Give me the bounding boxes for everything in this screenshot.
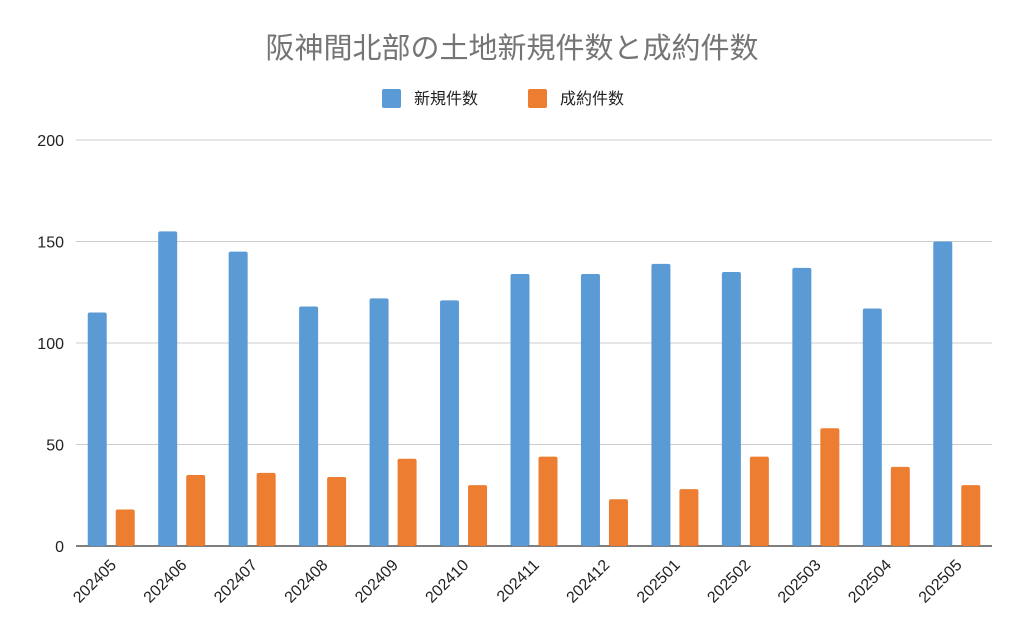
bar-new-202407[interactable] [228,251,248,546]
y-tick-label: 50 [46,438,64,455]
x-axis-ticks: 202405 202406 202407 202408 202409 202410 2024… [70,557,965,607]
chart-title: 阪神間北部の土地新規件数と成約件数 [265,31,758,65]
y-axis-ticks: 0 50 100 150 200 [37,133,64,556]
x-tick-label: 202409 [352,557,402,607]
bar-closed-202409[interactable] [397,458,417,546]
bar-closed-202501[interactable] [679,489,699,546]
bar-new-202409[interactable] [369,298,389,546]
bar-closed-202407[interactable] [256,472,276,546]
legend-item-closed[interactable]: 成約件数 [528,89,624,108]
bar-closed-202505[interactable] [961,485,981,546]
x-tick-label: 202503 [775,557,825,607]
legend-item-new[interactable]: 新規件数 [382,89,478,108]
bar-new-202503[interactable] [792,267,812,546]
bar-closed-202408[interactable] [327,476,347,546]
x-tick-label: 202406 [141,557,191,607]
x-tick-label: 202412 [564,557,614,607]
legend-label-new: 新規件数 [414,89,478,108]
legend-swatch-closed [528,89,547,108]
y-tick-label: 100 [37,336,64,353]
legend-swatch-new [382,89,401,108]
gridlines [76,139,992,547]
y-tick-label: 200 [37,133,64,150]
bar-new-202406[interactable] [158,231,178,546]
x-tick-label: 202408 [282,557,332,607]
bar-new-202412[interactable] [580,273,600,546]
bar-new-202410[interactable] [440,300,460,546]
bar-new-202501[interactable] [651,263,671,546]
bar-new-202405[interactable] [87,312,107,546]
x-tick-label: 202407 [211,557,261,607]
x-tick-label: 202410 [423,557,473,607]
bar-new-202502[interactable] [721,271,741,546]
bar-closed-202406[interactable] [186,474,206,546]
y-tick-label: 150 [37,235,64,252]
bar-new-202408[interactable] [299,306,319,546]
x-tick-label: 202405 [70,557,120,607]
bar-new-202504[interactable] [862,308,882,546]
bar-closed-202503[interactable] [820,428,840,546]
x-tick-label: 202504 [845,557,895,607]
bar-closed-202410[interactable] [468,485,488,546]
y-tick-label: 0 [55,539,64,556]
bar-new-202411[interactable] [510,273,530,546]
bar-closed-202405[interactable] [115,509,135,546]
bar-closed-202502[interactable] [749,456,769,546]
x-tick-label: 202501 [634,557,684,607]
x-tick-label: 202411 [494,557,543,606]
bar-closed-202504[interactable] [890,466,910,546]
bar-closed-202412[interactable] [608,499,628,546]
legend-label-closed: 成約件数 [560,89,624,108]
bar-closed-202411[interactable] [538,456,558,546]
bar-new-202505[interactable] [933,241,953,547]
legend: 新規件数 成約件数 [382,89,624,108]
x-tick-label: 202505 [916,557,966,607]
bars [87,231,981,547]
x-tick-label: 202502 [704,557,754,607]
